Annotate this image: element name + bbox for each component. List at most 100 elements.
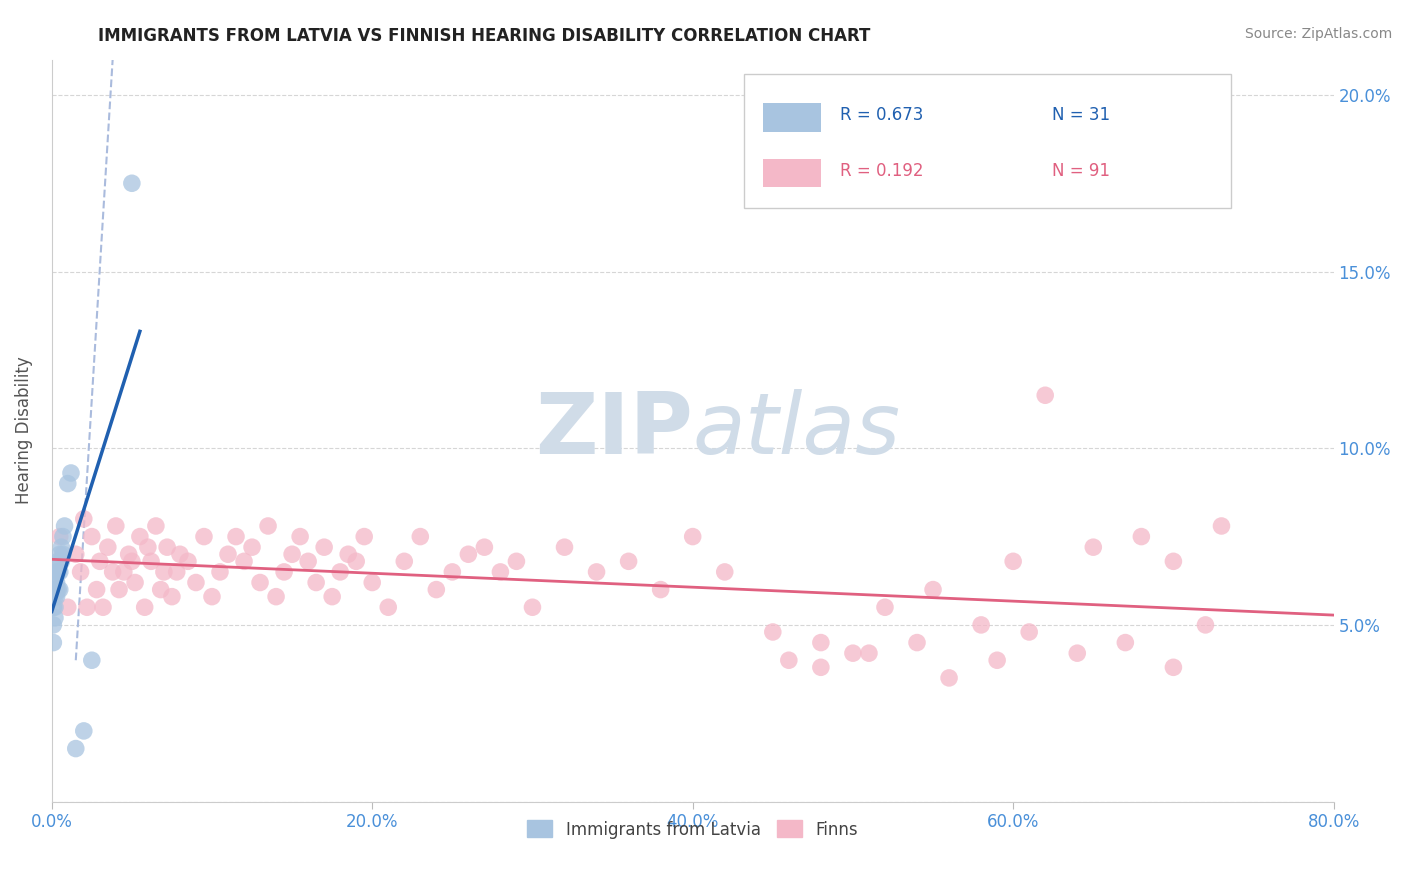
Point [45, 590, 67, 604]
Point [314, 540, 336, 554]
Point [873, 600, 896, 615]
Point [240, 540, 263, 554]
Point [1211, 519, 1233, 533]
Point [80, 653, 103, 667]
Point [305, 575, 328, 590]
Point [457, 547, 479, 561]
Point [585, 565, 607, 579]
Point [778, 653, 800, 667]
Point [44, 572, 66, 586]
Point [136, 540, 159, 554]
Point [842, 646, 865, 660]
Point [51, 554, 73, 568]
Point [49, 530, 72, 544]
Point [394, 554, 416, 568]
Point [128, 530, 150, 544]
Point [208, 565, 231, 579]
FancyBboxPatch shape [763, 159, 821, 187]
Point [97, 540, 120, 554]
Point [522, 600, 544, 615]
Point [45, 575, 67, 590]
Point [149, 582, 172, 597]
Point [42, 635, 65, 649]
Text: ZIP: ZIP [534, 389, 693, 472]
Point [49, 582, 72, 597]
Point [169, 547, 191, 561]
Text: R = 0.192: R = 0.192 [841, 161, 924, 180]
Point [52, 530, 75, 544]
Point [89, 554, 111, 568]
Point [42, 590, 65, 604]
Point [49, 547, 72, 561]
Point [80, 530, 103, 544]
Point [49, 565, 72, 579]
Point [104, 519, 127, 533]
Point [217, 547, 239, 561]
Point [858, 646, 880, 660]
Point [1033, 388, 1056, 402]
Point [42, 582, 65, 597]
Point [121, 554, 143, 568]
Point [1163, 660, 1185, 674]
Point [108, 582, 131, 597]
Legend: Immigrants from Latvia, Finns: Immigrants from Latvia, Finns [520, 814, 865, 846]
Text: N = 91: N = 91 [1052, 161, 1109, 180]
Point [139, 554, 162, 568]
Point [762, 624, 785, 639]
Point [51, 540, 73, 554]
Point [1002, 554, 1025, 568]
Point [44, 611, 66, 625]
Point [1114, 635, 1136, 649]
Point [86, 582, 108, 597]
Point [44, 600, 66, 615]
Point [505, 554, 527, 568]
Point [73, 512, 96, 526]
Point [44, 582, 66, 597]
Point [134, 600, 156, 615]
Point [59, 466, 82, 480]
Point [249, 575, 271, 590]
Point [112, 565, 135, 579]
Point [922, 582, 945, 597]
Point [166, 565, 188, 579]
Point [73, 723, 96, 738]
Point [1018, 624, 1040, 639]
Point [44, 590, 66, 604]
Point [682, 530, 704, 544]
Point [53, 519, 76, 533]
Point [1194, 618, 1216, 632]
Point [905, 635, 928, 649]
Point [225, 530, 247, 544]
Point [353, 530, 375, 544]
Point [1130, 530, 1153, 544]
Point [56, 600, 79, 615]
Point [1066, 646, 1088, 660]
Point [489, 565, 512, 579]
Point [45, 565, 67, 579]
Point [361, 575, 384, 590]
Point [441, 565, 464, 579]
Point [288, 530, 311, 544]
Point [69, 565, 91, 579]
Point [344, 554, 367, 568]
Point [45, 582, 67, 597]
Point [56, 476, 79, 491]
Point [42, 600, 65, 615]
Text: atlas: atlas [693, 389, 901, 472]
FancyBboxPatch shape [744, 74, 1232, 208]
Text: N = 31: N = 31 [1052, 106, 1109, 124]
Point [329, 565, 352, 579]
Point [617, 554, 640, 568]
Point [409, 530, 432, 544]
Point [810, 635, 832, 649]
Point [193, 530, 215, 544]
Point [156, 540, 179, 554]
Point [153, 565, 176, 579]
Point [1083, 540, 1105, 554]
Point [810, 660, 832, 674]
Point [713, 565, 735, 579]
Point [101, 565, 124, 579]
Point [650, 582, 672, 597]
Point [145, 519, 167, 533]
Point [321, 590, 343, 604]
